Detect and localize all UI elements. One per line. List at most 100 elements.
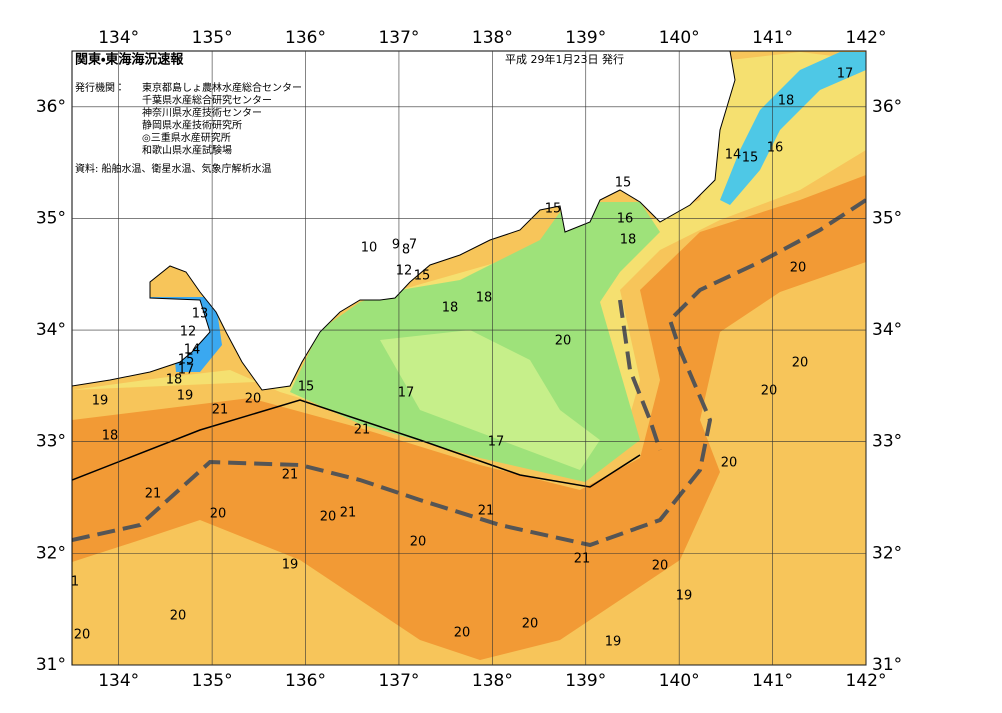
- contour-label: 20: [320, 510, 337, 525]
- contour-label: 14: [725, 148, 742, 163]
- issuer-label: 発行機関：: [75, 81, 125, 94]
- contour-label: 20: [721, 456, 738, 471]
- contour-label: 21: [212, 403, 229, 418]
- contour-label: 18: [102, 429, 119, 444]
- contour-label: 20: [410, 535, 427, 550]
- lat-label: 31°: [872, 655, 902, 675]
- contour-label: 8: [402, 243, 410, 258]
- lat-label: 31°: [36, 655, 66, 675]
- contour-label: 18: [442, 301, 459, 316]
- graticule: 134°134°135°135°136°136°137°137°138°138°…: [36, 28, 902, 691]
- contour-label: 20: [761, 384, 778, 399]
- lon-label: 137°: [378, 671, 419, 691]
- lon-label: 135°: [192, 671, 233, 691]
- issuer: 千葉県水産総合研究センター: [142, 94, 272, 107]
- contour-label: 20: [652, 559, 669, 574]
- contour-label: 20: [555, 334, 572, 349]
- contour-label: 21: [340, 506, 357, 521]
- contour-label: 12: [396, 264, 413, 279]
- contour-label: 15: [742, 151, 759, 166]
- lon-label: 137°: [378, 28, 419, 48]
- contour-label: 19: [605, 635, 622, 650]
- kuroshio-axis: [72, 198, 866, 548]
- contour-label: 18: [476, 291, 493, 306]
- lon-label: 142°: [846, 671, 887, 691]
- issue-date: 平成 29年1月23日 発行: [505, 52, 624, 66]
- contour-label: 21: [354, 423, 371, 438]
- contour-label: 21: [574, 552, 591, 567]
- lat-label: 32°: [872, 543, 902, 563]
- contour-label: 15: [545, 202, 562, 217]
- contour-label: 15: [615, 176, 632, 191]
- data-source: 資料: 船舶水温、衛星水温、気象庁解析水温: [75, 162, 272, 175]
- contour-label: 20: [792, 356, 809, 371]
- map-title: 関東・東海海況速報: [75, 52, 184, 68]
- issuer: 神奈川県水産技術センター: [142, 106, 262, 119]
- kuroshio-zone: [72, 175, 866, 660]
- lon-label: 138°: [472, 671, 513, 691]
- lat-label: 35°: [36, 208, 66, 228]
- contour-label: 16: [767, 141, 784, 156]
- lat-label: 35°: [872, 208, 902, 228]
- contour-label: 21: [478, 504, 495, 519]
- lon-label: 139°: [565, 671, 606, 691]
- contour-label: 20: [74, 628, 91, 643]
- contour-label: 15: [414, 269, 431, 284]
- contour-label: 17: [178, 363, 195, 378]
- contour-label: 17: [488, 435, 505, 450]
- contour-label: 17: [398, 386, 415, 401]
- lat-label: 32°: [36, 543, 66, 563]
- contour-label: 20: [522, 617, 539, 632]
- issuer: 東京都島しょ農林水産総合センター: [142, 81, 302, 94]
- contour-label: 15: [298, 380, 315, 395]
- lon-label: 136°: [285, 28, 326, 48]
- land: [72, 51, 736, 391]
- contour-label: 21: [145, 487, 162, 502]
- lon-label: 136°: [285, 671, 326, 691]
- issuer: 静岡県水産技術研究所: [142, 119, 242, 132]
- contour-label: 20: [454, 626, 471, 641]
- contour-label: 18: [620, 233, 637, 248]
- lat-label: 36°: [36, 97, 66, 117]
- cyan-zone: [720, 52, 866, 205]
- lon-label: 140°: [659, 28, 700, 48]
- contour-label: 19: [282, 558, 299, 573]
- issuer: ◎三重県水産研究所: [142, 131, 231, 144]
- contour-label: 10: [361, 241, 378, 256]
- contour-label: 19: [177, 389, 194, 404]
- contour-label: 9: [392, 238, 400, 253]
- lat-label: 34°: [872, 320, 902, 340]
- lat-label: 36°: [872, 97, 902, 117]
- map-body: [72, 51, 866, 665]
- contour-label: 18: [778, 94, 795, 109]
- kuroshio-axis: [618, 299, 662, 451]
- lat-label: 33°: [36, 432, 66, 452]
- contour-label: 12: [180, 325, 197, 340]
- contour-line: [72, 399, 641, 488]
- lat-label: 33°: [872, 432, 902, 452]
- lon-label: 141°: [752, 28, 793, 48]
- lon-label: 142°: [846, 28, 887, 48]
- lon-label: 140°: [659, 671, 700, 691]
- contour-label: 16: [617, 212, 634, 227]
- contour-label: 7: [409, 238, 417, 253]
- lon-label: 141°: [752, 671, 793, 691]
- lon-label: 134°: [98, 28, 139, 48]
- lat-label: 34°: [36, 320, 66, 340]
- contour-label: 14: [184, 343, 201, 358]
- contour-label: 20: [170, 609, 187, 624]
- lon-label: 135°: [192, 28, 233, 48]
- contour-label: 19: [92, 394, 109, 409]
- contour-label: 20: [245, 392, 262, 407]
- contour-label: 21: [282, 468, 299, 483]
- contour-label: 18: [166, 373, 183, 388]
- contour-label: 20: [210, 507, 227, 522]
- contour-label: 17: [837, 67, 854, 82]
- lon-label: 138°: [472, 28, 513, 48]
- issuer-list: 東京都島しょ農林水産総合センター千葉県水産総合研究センター神奈川県水産技術センタ…: [142, 81, 302, 157]
- issuer: 和歌山県水産試験場: [142, 144, 232, 157]
- contour-label: 15: [178, 353, 195, 368]
- light-green-zone: [380, 330, 600, 470]
